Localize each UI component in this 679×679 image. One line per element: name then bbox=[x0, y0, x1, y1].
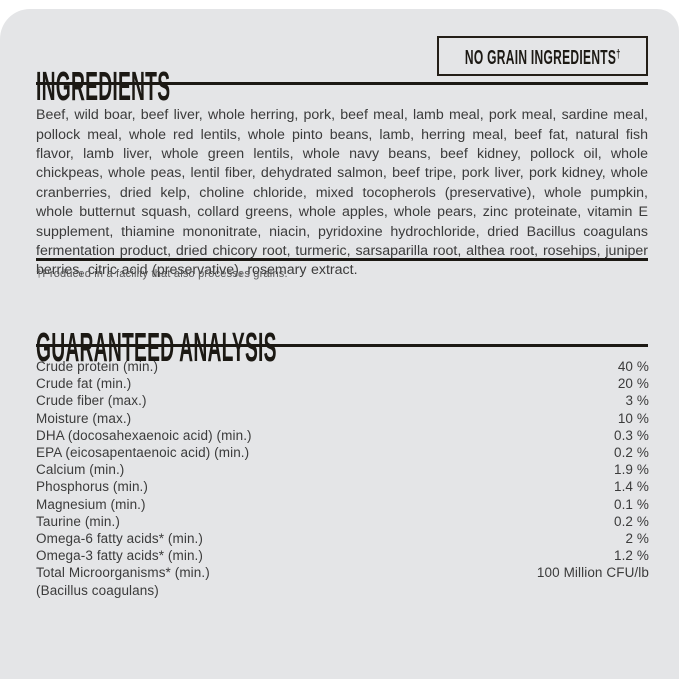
analysis-row-label: DHA (docosahexaenoic acid) (min.) bbox=[36, 427, 252, 443]
analysis-row-label: Moisture (max.) bbox=[36, 410, 132, 426]
analysis-row-value: 1.2 % bbox=[613, 548, 649, 564]
analysis-row: (Bacillus coagulans) bbox=[36, 582, 649, 599]
analysis-row-label: Crude fat (min.) bbox=[36, 376, 132, 392]
analysis-row-value: 20 % bbox=[617, 376, 649, 392]
analysis-row: EPA (eicosapentaenoic acid) (min.) 0.2 % bbox=[36, 444, 649, 461]
analysis-row-label: EPA (eicosapentaenoic acid) (min.) bbox=[36, 445, 250, 461]
ingredients-divider bbox=[36, 82, 648, 85]
analysis-row-value: 0.2 % bbox=[613, 513, 649, 529]
analysis-row-label: Phosphorus (min.) bbox=[36, 479, 148, 495]
analysis-row-label: Total Microorganisms* (min.) bbox=[36, 565, 210, 581]
analysis-row-value: 40 % bbox=[617, 359, 649, 374]
analysis-row-label: Calcium (min.) bbox=[36, 462, 125, 478]
analysis-row: Moisture (max.) 10 % bbox=[36, 410, 649, 427]
analysis-row-label: Magnesium (min.) bbox=[36, 496, 146, 512]
analysis-row: Crude fat (min.) 20 % bbox=[36, 375, 649, 392]
grain-footnote: †Produced in a facility that also proces… bbox=[36, 268, 288, 280]
analysis-row: Calcium (min.) 1.9 % bbox=[36, 461, 649, 478]
analysis-row-label: Taurine (min.) bbox=[36, 513, 120, 529]
analysis-row-label: Crude fiber (max.) bbox=[36, 393, 147, 409]
no-grain-badge: NO GRAIN INGREDIENTS† bbox=[437, 36, 648, 76]
analysis-divider bbox=[36, 344, 648, 347]
no-grain-badge-label: NO GRAIN INGREDIENTS† bbox=[464, 47, 621, 69]
analysis-row-label: Omega-6 fatty acids* (min.) bbox=[36, 531, 204, 547]
analysis-row-value: 3 % bbox=[625, 393, 649, 409]
analysis-row-label: (Bacillus coagulans) bbox=[36, 582, 159, 598]
analysis-row: DHA (docosahexaenoic acid) (min.) 0.3 % bbox=[36, 427, 649, 444]
analysis-row: Omega-3 fatty acids* (min.) 1.2 % bbox=[36, 547, 649, 564]
analysis-row: Taurine (min.) 0.2 % bbox=[36, 513, 649, 530]
analysis-row-value: 10 % bbox=[617, 410, 649, 426]
ingredients-title: INGREDIENTS bbox=[36, 63, 171, 110]
analysis-row-label: Crude protein (min.) bbox=[36, 359, 159, 374]
analysis-row: Crude fiber (max.) 3 % bbox=[36, 392, 649, 409]
footnote-divider bbox=[36, 258, 648, 261]
analysis-row-value: 0.3 % bbox=[613, 427, 649, 443]
analysis-row-label: Omega-3 fatty acids* (min.) bbox=[36, 548, 204, 564]
analysis-row-value: 100 Million CFU/lb bbox=[536, 565, 649, 581]
analysis-row-value: 1.9 % bbox=[613, 462, 649, 478]
analysis-row-value: 1.4 % bbox=[613, 479, 649, 495]
analysis-row-value: 0.1 % bbox=[613, 496, 649, 512]
analysis-row: Total Microorganisms* (min.) 100 Million… bbox=[36, 564, 649, 581]
analysis-row: Phosphorus (min.) 1.4 % bbox=[36, 478, 649, 495]
analysis-row: Magnesium (min.) 0.1 % bbox=[36, 496, 649, 513]
analysis-table: Crude protein (min.) 40 % Crude fat (min… bbox=[36, 358, 649, 599]
analysis-row-value: 0.2 % bbox=[613, 445, 649, 461]
analysis-row: Omega-6 fatty acids* (min.) 2 % bbox=[36, 530, 649, 547]
analysis-row-value: 2 % bbox=[625, 531, 649, 547]
ingredients-text: Beef, wild boar, beef liver, whole herri… bbox=[36, 107, 648, 279]
guaranteed-analysis-title: GUARANTEED ANALYSIS bbox=[36, 324, 277, 371]
analysis-row: Crude protein (min.) 40 % bbox=[36, 358, 649, 375]
dagger-superscript: † bbox=[616, 47, 621, 61]
